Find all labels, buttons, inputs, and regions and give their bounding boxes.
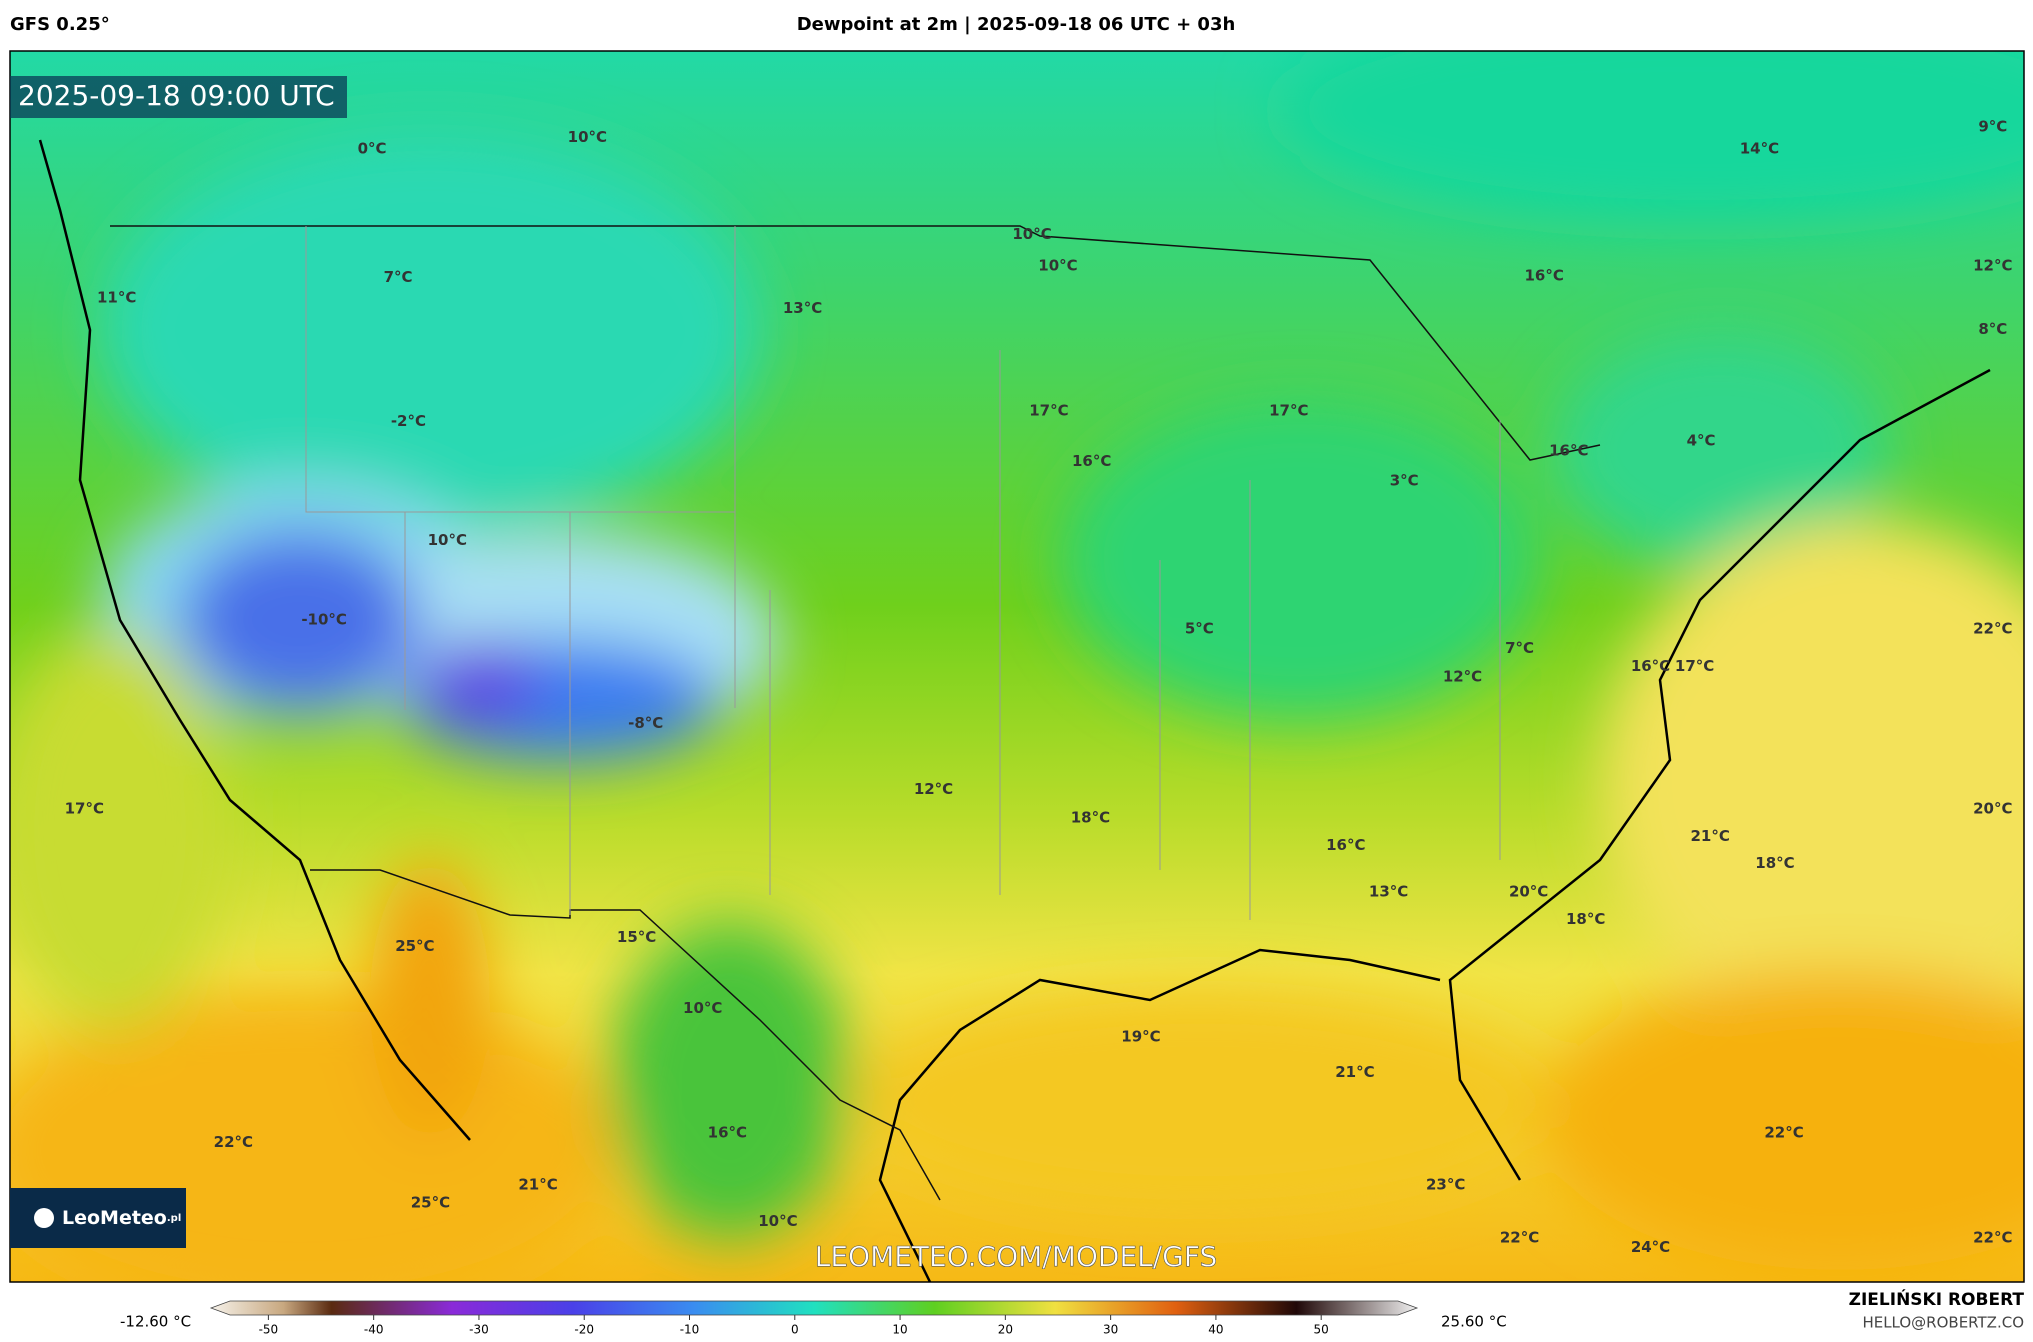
contour-label: 7°C: [384, 268, 413, 286]
contour-label: 17°C: [1675, 657, 1714, 675]
contour-label: 16°C: [1072, 452, 1111, 470]
colorbar-tick-label: -50: [259, 1323, 279, 1337]
contour-label: 9°C: [1978, 118, 2007, 136]
contour-label: 22°C: [214, 1133, 253, 1151]
contour-label: 10°C: [758, 1212, 797, 1230]
timestamp: 2025-09-18 09:00 UTC: [18, 79, 335, 112]
contour-label: 10°C: [683, 999, 722, 1017]
state-borders: [305, 226, 1501, 920]
contour-label: 15°C: [617, 928, 656, 946]
contour-label: 22°C: [1500, 1229, 1539, 1247]
map-labels: 0°C 10°C 14°C 9°C 7°C 11°C 13°C 10°C 10°C 16°C 12°…: [65, 118, 2013, 1256]
contour-label: 23°C: [1426, 1176, 1465, 1194]
contour-label: 16°C: [1326, 836, 1365, 854]
coastline: [38, 139, 1991, 1282]
contour-label: 12°C: [914, 780, 953, 798]
map-frame: [9, 50, 2025, 1283]
contour-label: 20°C: [1973, 800, 2012, 818]
email: HELLO@ROBERTZ.CO: [1862, 1314, 2024, 1332]
contour-label: 16°C: [1525, 267, 1564, 285]
contour-label: 12°C: [1443, 667, 1482, 685]
colorbar-tick-label: -10: [680, 1323, 700, 1337]
colorbar-ticks: -50 -40 -30 -20 -10 0 10 20 30 40 50: [259, 1315, 1329, 1337]
contour-label: -2°C: [391, 412, 426, 430]
contour-label: 18°C: [1071, 809, 1110, 827]
colorbar-tick-label: 20: [998, 1323, 1013, 1337]
logo-suffix: .pl: [167, 1213, 181, 1224]
contour-label: 7°C: [1505, 639, 1534, 657]
contour-label: 16°C: [1631, 657, 1670, 675]
contour-label: 18°C: [1755, 854, 1794, 872]
contour-label: 8°C: [1978, 320, 2007, 338]
contour-label: 13°C: [1369, 883, 1408, 901]
contour-label: 21°C: [1335, 1063, 1374, 1081]
contour-label: 12°C: [1973, 256, 2012, 274]
contour-label: 22°C: [1764, 1124, 1803, 1142]
contour-label: 22°C: [1973, 619, 2012, 637]
colorbar-tick-label: 40: [1208, 1323, 1223, 1337]
contour-label: 16°C: [1549, 442, 1588, 460]
map: [10, 51, 2024, 1282]
contour-label: 24°C: [1631, 1238, 1670, 1256]
contour-label: 0°C: [358, 140, 387, 158]
colorbar-tick-label: -30: [469, 1323, 489, 1337]
contour-label: 25°C: [395, 937, 434, 955]
contour-label: 10°C: [568, 128, 607, 146]
contour-label: -8°C: [628, 714, 663, 732]
field-shading: [10, 51, 2024, 1282]
timestamp-box: [10, 76, 347, 118]
contour-label: 18°C: [1566, 910, 1605, 928]
colorbar-tick-label: -40: [364, 1323, 384, 1337]
contour-label: 17°C: [1269, 402, 1308, 420]
contour-label: 20°C: [1509, 883, 1548, 901]
contour-label: 14°C: [1740, 140, 1779, 158]
colorbar-tick-label: 50: [1314, 1323, 1329, 1337]
contour-label: 10°C: [1038, 256, 1077, 274]
logo-icon: [34, 1208, 54, 1228]
colorbar-tick-label: 0: [791, 1323, 799, 1337]
contour-label: 25°C: [411, 1194, 450, 1212]
contour-label: 13°C: [783, 299, 822, 317]
contour-label: 21°C: [518, 1176, 557, 1194]
colorbar-min: -12.60 °C: [120, 1313, 191, 1331]
contour-label: 21°C: [1690, 827, 1729, 845]
contour-label: 3°C: [1390, 472, 1419, 490]
author: ZIELIŃSKI ROBERT: [1849, 1288, 2025, 1310]
contour-label: 10°C: [428, 531, 467, 549]
contour-label: 22°C: [1973, 1229, 2012, 1247]
logo-name: LeoMeteo: [62, 1207, 167, 1229]
model-name: GFS 0.25°: [10, 14, 110, 35]
colorbar: [209, 1300, 1419, 1316]
contour-label: -10°C: [301, 610, 347, 628]
logo-text: LeoMeteo.pl: [62, 1207, 181, 1229]
watermark: LEOMETEO.COM/MODEL/GFS: [815, 1240, 1218, 1273]
colorbar-tick-label: 30: [1103, 1323, 1118, 1337]
colorbar-max: 25.60 °C: [1441, 1313, 1507, 1331]
contour-label: 4°C: [1687, 431, 1716, 449]
contour-label: 16°C: [708, 1124, 747, 1142]
border: [110, 225, 1601, 1201]
colorbar-tick-label: -20: [574, 1323, 594, 1337]
contour-label: 5°C: [1185, 619, 1214, 637]
map-title: Dewpoint at 2m | 2025-09-18 06 UTC + 03h: [797, 14, 1236, 35]
contour-label: 17°C: [65, 800, 104, 818]
contour-label: 19°C: [1121, 1028, 1160, 1046]
contour-label: 17°C: [1029, 402, 1068, 420]
contour-label: 10°C: [1012, 225, 1051, 243]
contour-label: 11°C: [97, 289, 136, 307]
colorbar-tick-label: 10: [892, 1323, 907, 1337]
